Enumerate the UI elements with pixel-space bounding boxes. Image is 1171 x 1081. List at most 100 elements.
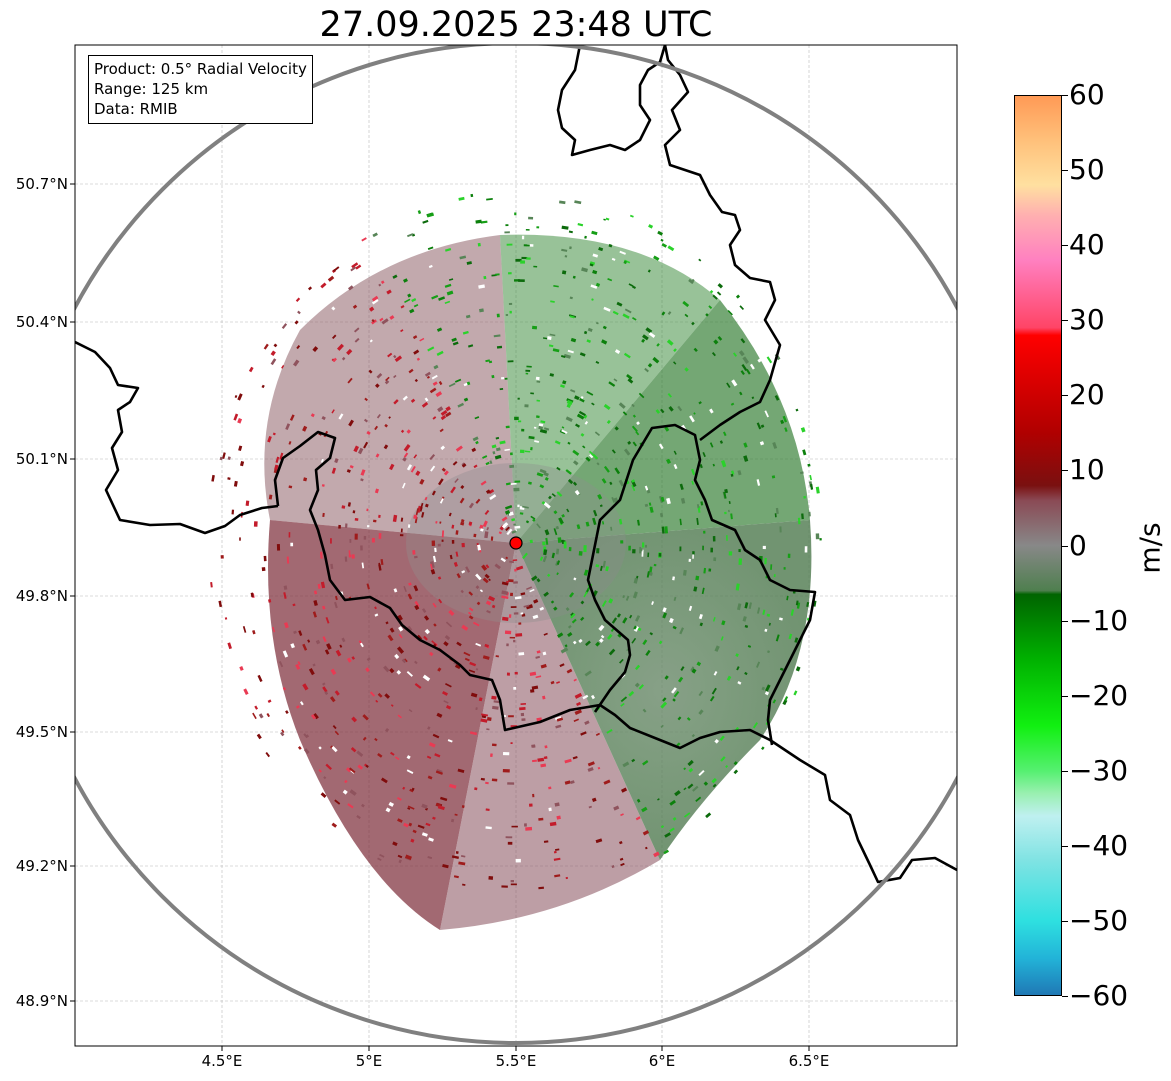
- velocity-bin: [222, 490, 225, 497]
- velocity-bin: [575, 423, 581, 428]
- velocity-bin: [472, 436, 479, 442]
- velocity-bin: [628, 283, 634, 287]
- velocity-bin: [437, 667, 442, 672]
- velocity-bin: [567, 349, 574, 354]
- velocity-bin: [603, 465, 610, 473]
- velocity-bin: [588, 805, 592, 809]
- velocity-bin: [543, 427, 550, 431]
- velocity-bin: [711, 777, 717, 784]
- velocity-bin: [210, 581, 213, 588]
- velocity-bin: [544, 477, 549, 481]
- velocity-bin: [633, 577, 639, 584]
- velocity-bin: [307, 639, 311, 643]
- velocity-bin: [261, 384, 265, 389]
- velocity-bin: [530, 689, 535, 693]
- velocity-bin: [449, 554, 453, 560]
- velocity-bin: [407, 807, 411, 810]
- velocity-field: [207, 193, 822, 930]
- velocity-bin: [477, 544, 481, 551]
- velocity-bin: [580, 731, 587, 736]
- velocity-bin: [570, 613, 576, 619]
- velocity-bin: [324, 691, 329, 696]
- velocity-bin: [553, 528, 558, 536]
- velocity-bin: [509, 310, 512, 314]
- velocity-bin: [253, 521, 258, 527]
- velocity-bin: [622, 761, 630, 768]
- velocity-bin: [345, 523, 348, 529]
- velocity-bin: [648, 332, 656, 338]
- velocity-bin: [383, 444, 389, 450]
- colorbar-tick-mark: [1062, 920, 1068, 922]
- velocity-bin: [268, 599, 272, 603]
- velocity-bin: [506, 528, 513, 536]
- velocity-bin: [762, 609, 766, 615]
- velocity-bin: [523, 244, 530, 247]
- velocity-bin: [623, 260, 628, 265]
- velocity-bin: [501, 581, 509, 586]
- velocity-bin: [400, 429, 405, 433]
- velocity-bin: [571, 618, 577, 624]
- velocity-bin: [406, 464, 413, 471]
- colorbar-tick-mark: [1062, 996, 1068, 997]
- velocity-bin: [515, 858, 521, 863]
- velocity-bin: [462, 330, 469, 335]
- velocity-bin: [708, 305, 713, 309]
- velocity-bin: [354, 337, 360, 343]
- velocity-bin: [649, 566, 653, 574]
- velocity-bin: [245, 500, 250, 506]
- velocity-bin: [634, 682, 640, 688]
- velocity-bin: [361, 562, 365, 569]
- velocity-bin: [698, 690, 704, 697]
- velocity-bin: [274, 464, 279, 471]
- velocity-bin: [520, 260, 525, 264]
- velocity-bin: [556, 560, 561, 566]
- velocity-bin: [793, 690, 798, 696]
- velocity-bin: [397, 714, 402, 719]
- velocity-bin: [465, 314, 471, 319]
- velocity-bin: [756, 479, 761, 486]
- velocity-bin: [406, 429, 411, 434]
- velocity-bin: [404, 298, 411, 304]
- velocity-bin: [511, 518, 516, 522]
- velocity-bin: [408, 582, 412, 586]
- velocity-bin: [435, 521, 438, 524]
- velocity-bin: [312, 663, 316, 667]
- velocity-bin: [608, 598, 614, 604]
- velocity-bin: [607, 633, 613, 640]
- velocity-bin: [764, 557, 767, 565]
- velocity-bin: [743, 455, 749, 462]
- velocity-bin: [583, 569, 589, 576]
- lon-label-5: 5°E: [355, 1052, 383, 1070]
- velocity-bin: [626, 373, 633, 380]
- velocity-bin: [440, 409, 448, 416]
- colorbar-tick-label: −40: [1069, 828, 1129, 862]
- velocity-bin: [513, 612, 519, 615]
- velocity-bin: [441, 467, 446, 472]
- velocity-bin: [642, 830, 650, 836]
- velocity-bin: [423, 635, 428, 641]
- velocity-bin: [450, 818, 455, 823]
- velocity-bin: [389, 667, 395, 674]
- velocity-bin: [710, 547, 713, 553]
- velocity-bin: [278, 661, 284, 668]
- velocity-bin: [326, 643, 332, 650]
- velocity-bin: [494, 454, 502, 460]
- velocity-bin: [505, 836, 513, 839]
- velocity-bin: [703, 567, 707, 574]
- velocity-bin: [561, 539, 564, 543]
- velocity-bin: [619, 840, 623, 845]
- product-info-box: Product: 0.5° Radial Velocity Range: 125…: [88, 55, 313, 124]
- velocity-bin: [786, 595, 789, 601]
- velocity-bin: [414, 378, 418, 383]
- velocity-bin: [518, 652, 525, 656]
- velocity-bin: [468, 521, 473, 526]
- velocity-bin: [227, 456, 231, 461]
- velocity-bin: [414, 516, 418, 524]
- velocity-bin: [302, 643, 308, 651]
- velocity-bin: [401, 658, 407, 664]
- lon-label-6: 6°E: [648, 1052, 676, 1070]
- velocity-bin: [481, 564, 488, 571]
- velocity-bin: [700, 501, 704, 506]
- velocity-bin: [620, 787, 628, 793]
- velocity-bin: [263, 343, 269, 350]
